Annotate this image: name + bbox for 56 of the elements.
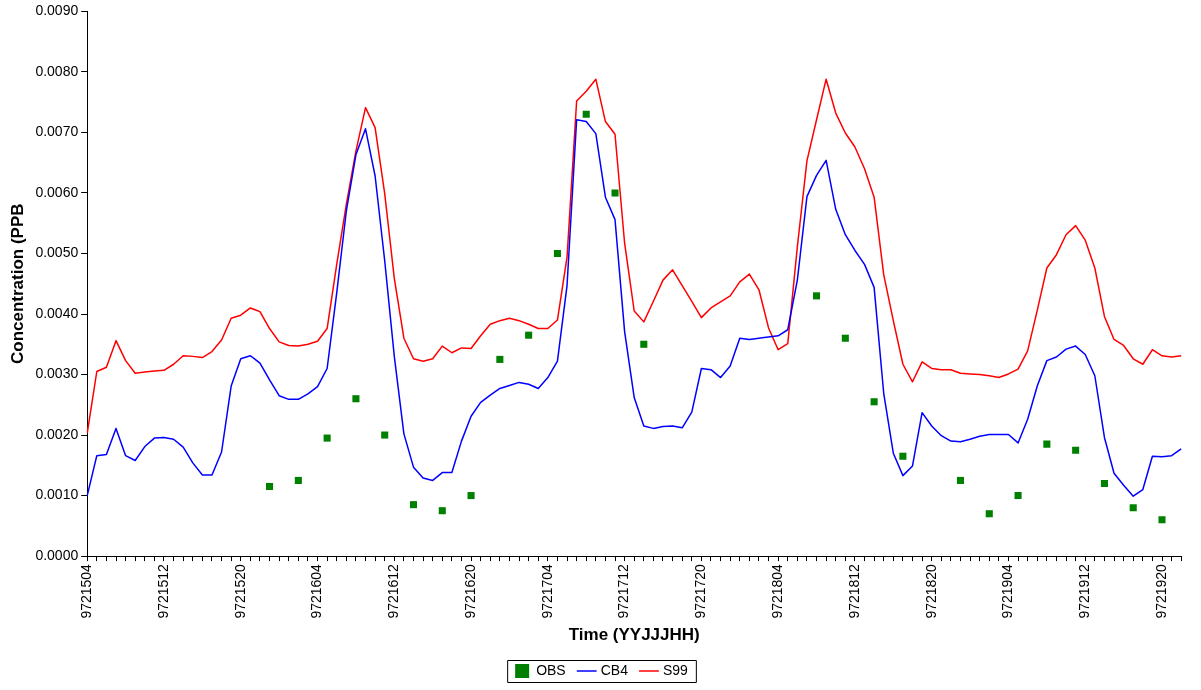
point — [553, 249, 561, 258]
x-tick-label: 9721704 — [538, 563, 555, 619]
point — [956, 476, 965, 484]
point — [266, 482, 274, 491]
y-tick-label: 0.0070 — [35, 123, 79, 140]
legend-label: OBS — [536, 661, 566, 678]
point — [323, 434, 331, 442]
y-tick-label: 0.0050 — [35, 244, 79, 261]
y-tick-label: 0.0030 — [35, 365, 79, 382]
x-tick-label: 9721504 — [78, 563, 95, 619]
x-tick-label: 9721812 — [845, 563, 862, 619]
point — [1014, 492, 1022, 500]
x-tick-label: 9721912 — [1076, 563, 1093, 619]
x-tick-label: 9721720 — [692, 563, 709, 619]
y-tick-label: 0.0080 — [35, 62, 79, 79]
x-tick-label: 9721804 — [769, 563, 786, 619]
point — [813, 292, 821, 300]
point — [352, 395, 360, 403]
x-tick-label: 9721620 — [461, 563, 478, 619]
point — [1100, 479, 1108, 488]
x-axis-title: Time (YYJJJHH) — [568, 625, 700, 645]
y-axis-title: Concentration (PPB — [7, 203, 27, 365]
point — [525, 331, 533, 339]
point — [1043, 440, 1051, 448]
point — [1072, 446, 1080, 454]
y-tick-label: 0.0090 — [35, 2, 79, 19]
legend-label: S99 — [662, 661, 689, 678]
point — [611, 189, 619, 197]
x-tick-label: 9721520 — [231, 563, 248, 619]
x-tick-label: 9721512 — [154, 563, 171, 619]
point — [409, 501, 418, 509]
y-tick-label: 0.0020 — [35, 425, 79, 442]
x-tick-label: 9721820 — [922, 563, 939, 619]
y-tick-label: 0.0040 — [35, 304, 79, 321]
point — [985, 510, 993, 518]
x-tick-label: 9721920 — [1152, 563, 1169, 619]
y-tick-label: 0.0010 — [35, 486, 79, 503]
point — [467, 492, 475, 500]
point — [294, 476, 302, 484]
point — [438, 507, 446, 515]
x-tick-label: 9721612 — [385, 563, 402, 619]
point — [1129, 504, 1137, 512]
x-tick-label: 9721604 — [308, 563, 325, 619]
point — [899, 452, 907, 460]
point — [640, 340, 648, 348]
point — [870, 398, 878, 406]
point — [1158, 516, 1166, 524]
y-tick-label: 0.0000 — [35, 546, 79, 563]
point — [496, 355, 504, 363]
point — [381, 431, 389, 439]
x-tick-label: 9721712 — [615, 563, 632, 619]
point — [582, 110, 590, 118]
x-tick-label: 9721904 — [999, 563, 1016, 619]
y-tick-label: 0.0060 — [35, 183, 79, 200]
point — [841, 334, 849, 342]
legend-label: CB4 — [600, 661, 629, 678]
